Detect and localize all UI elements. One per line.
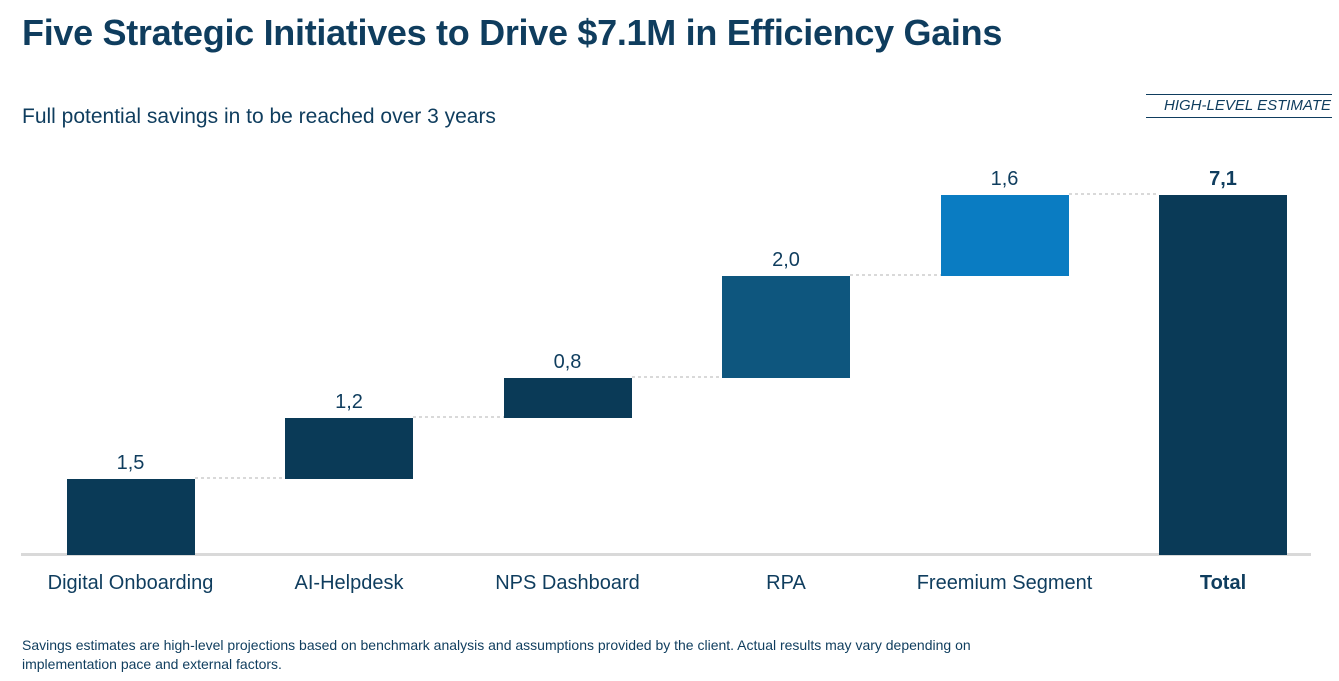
category-label-total: Total	[1199, 572, 1247, 594]
category-label-ai-helpdesk: AI-Helpdesk	[294, 572, 404, 594]
bar-digital-onboarding	[66, 478, 195, 555]
value-label-freemium-segment: 1,6	[990, 168, 1019, 191]
connector-ai-helpdesk-to-nps-dashboard	[413, 416, 504, 419]
category-label-digital-onboarding: Digital Onboarding	[47, 572, 214, 594]
slide-subtitle: Full potential savings in to be reached …	[22, 105, 496, 128]
bar-ai-helpdesk	[285, 418, 413, 479]
slide-title: Five Strategic Initiatives to Drive $7.1…	[22, 12, 1003, 53]
bar-rpa	[722, 276, 850, 378]
high-level-estimate-stamp: HIGH-LEVEL ESTIMATE	[1146, 94, 1332, 118]
bar-total	[1159, 195, 1287, 555]
connector-nps-dashboard-to-rpa	[631, 375, 722, 378]
value-label-ai-helpdesk: 1,2	[335, 391, 363, 414]
connector-rpa-to-freemium-segment	[850, 274, 941, 277]
bar-freemium-segment	[940, 195, 1069, 277]
category-label-rpa: RPA	[766, 572, 806, 594]
value-label-digital-onboarding: 1,5	[116, 451, 145, 474]
category-label-nps-dashboard: NPS Dashboard	[495, 572, 640, 594]
connector-digital-onboarding-to-ai-helpdesk	[194, 476, 285, 479]
category-label-freemium-segment: Freemium Segment	[916, 572, 1093, 594]
bar-nps-dashboard	[503, 377, 632, 419]
x-axis-line	[21, 553, 1311, 556]
footnote: Savings estimates are high-level project…	[22, 637, 971, 672]
connector-freemium-segment-to-total	[1068, 193, 1159, 196]
value-label-total: 7,1	[1209, 168, 1237, 191]
value-label-rpa: 2,0	[772, 249, 800, 272]
value-label-nps-dashboard: 0,8	[553, 350, 582, 373]
